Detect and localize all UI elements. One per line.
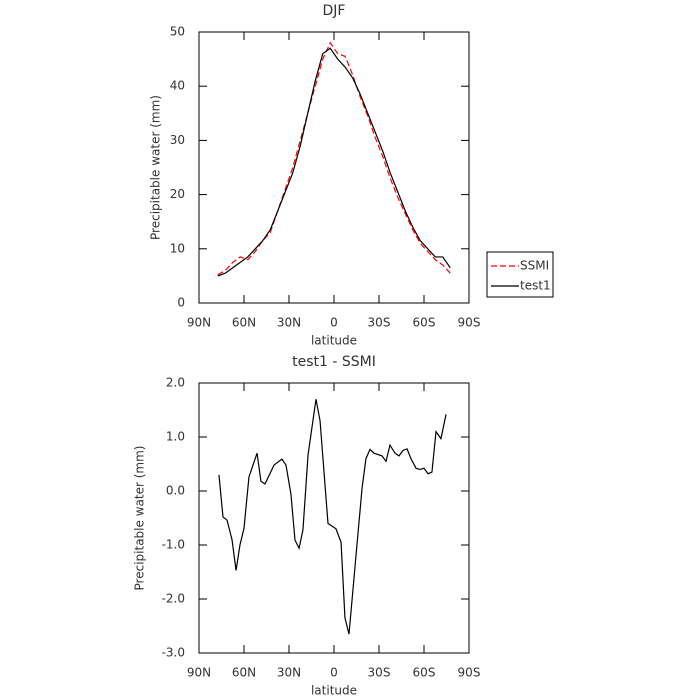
series-line [217,41,451,276]
x-tick-label: 30S [368,316,391,330]
x-tick-label: 60S [413,316,436,330]
series-line [218,399,447,635]
x-tick-label: 90N [187,666,211,680]
y-axis-label: Precipitable water (mm) [149,95,163,240]
legend-box [486,251,554,298]
chart-title: DJF [323,3,346,19]
y-tick-label: 10 [170,241,185,255]
x-tick-label: 60N [232,666,256,680]
y-tick-label: 1.0 [166,430,185,444]
x-tick-label: 30S [368,666,391,680]
y-axis-label: Precipitable water (mm) [133,446,147,591]
x-axis-label: latitude [311,684,357,698]
y-tick-label: 20 [170,187,185,201]
series-line [217,47,451,277]
x-tick-label: 30N [277,316,301,330]
plot-frame [198,31,470,304]
legend-label: test1 [520,279,551,293]
legend-label: SSMI [520,259,549,273]
x-axis-label: latitude [311,334,357,348]
plot-frame [198,382,470,654]
x-tick-label: 60S [413,666,436,680]
x-tick-label: 90S [458,666,481,680]
y-tick-label: 0.0 [166,484,185,498]
y-tick-label: 0 [177,296,185,310]
y-tick-label: 2.0 [166,376,185,390]
x-tick-label: 60N [232,316,256,330]
x-tick-label: 90N [187,316,211,330]
y-tick-label: 30 [170,133,185,147]
x-tick-label: 0 [330,316,338,330]
y-tick-label: 40 [170,79,185,93]
x-tick-label: 90S [458,316,481,330]
x-tick-label: 0 [330,666,338,680]
y-tick-label: -3.0 [162,646,185,660]
y-tick-label: -2.0 [162,592,185,606]
chart-title: test1 - SSMI [292,354,376,370]
y-tick-label: -1.0 [162,538,185,552]
y-tick-label: 50 [170,25,185,39]
x-tick-label: 30N [277,666,301,680]
